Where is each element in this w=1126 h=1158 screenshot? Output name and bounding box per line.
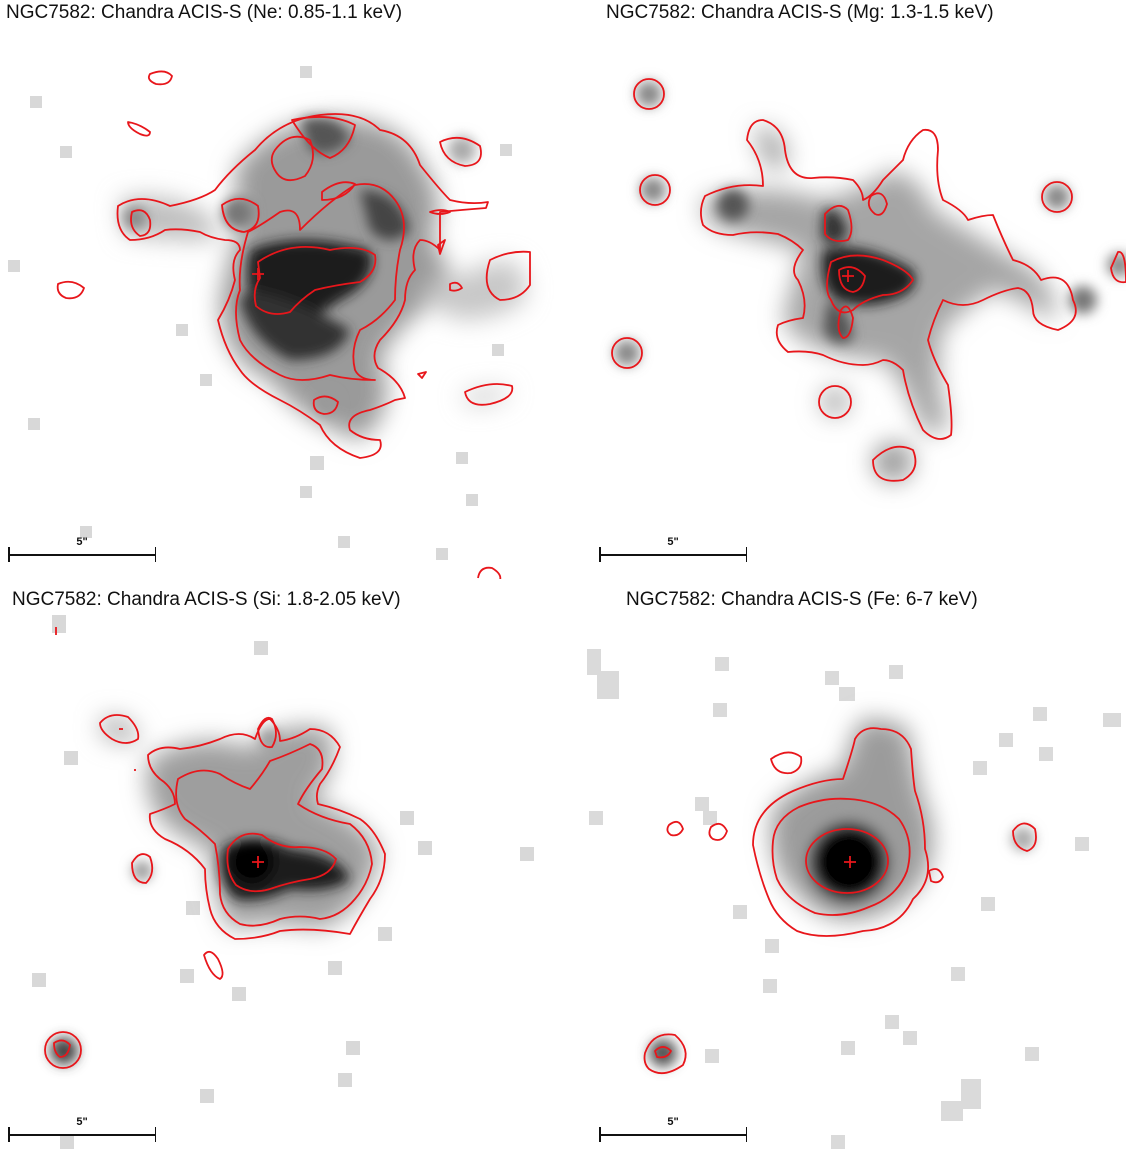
panel-si: NGC7582: Chandra ACIS-S (Si: 1.8-2.05 ke…: [0, 579, 563, 1158]
scale-bar: 5": [8, 1116, 156, 1142]
scale-bar-tick-right: [154, 547, 156, 562]
panel-title: NGC7582: Chandra ACIS-S (Fe: 6-7 keV): [626, 589, 978, 610]
scale-bar-line: [599, 1134, 747, 1136]
scale-bar-label: 5": [76, 1116, 88, 1128]
scale-bar-label: 5": [667, 536, 679, 548]
scale-bar-tick-left: [8, 547, 10, 562]
scale-bar: 5": [599, 536, 747, 562]
panel-title: NGC7582: Chandra ACIS-S (Si: 1.8-2.05 ke…: [12, 589, 401, 610]
panel-ne: NGC7582: Chandra ACIS-S (Ne: 0.85-1.1 ke…: [0, 0, 563, 579]
scale-bar-line: [599, 554, 747, 556]
panel-title: NGC7582: Chandra ACIS-S (Ne: 0.85-1.1 ke…: [6, 2, 403, 23]
scale-bar-tick-left: [8, 1127, 10, 1142]
panel-title: NGC7582: Chandra ACIS-S (Mg: 1.3-1.5 keV…: [606, 2, 994, 23]
scale-bar-label: 5": [76, 536, 88, 548]
scale-bar-line: [8, 1134, 156, 1136]
xray-image-fe: [587, 649, 1121, 1149]
scale-bar-tick-right: [745, 1127, 747, 1142]
scale-bar-label: 5": [667, 1116, 679, 1128]
scale-bar-tick-left: [599, 1127, 601, 1142]
panel-mg: NGC7582: Chandra ACIS-S (Mg: 1.3-1.5 keV…: [563, 0, 1126, 579]
panel-fe: NGC7582: Chandra ACIS-S (Fe: 6-7 keV): [563, 579, 1126, 1158]
xray-image-ne: [8, 66, 531, 579]
xray-image-si: [32, 615, 534, 1149]
scale-bar: 5": [599, 1116, 747, 1142]
scale-bar-tick-left: [599, 547, 601, 562]
scale-bar-line: [8, 554, 156, 556]
xray-image-mg: [611, 78, 1126, 482]
scale-bar: 5": [8, 536, 156, 562]
scale-bar-tick-right: [745, 547, 747, 562]
scale-bar-tick-right: [154, 1127, 156, 1142]
